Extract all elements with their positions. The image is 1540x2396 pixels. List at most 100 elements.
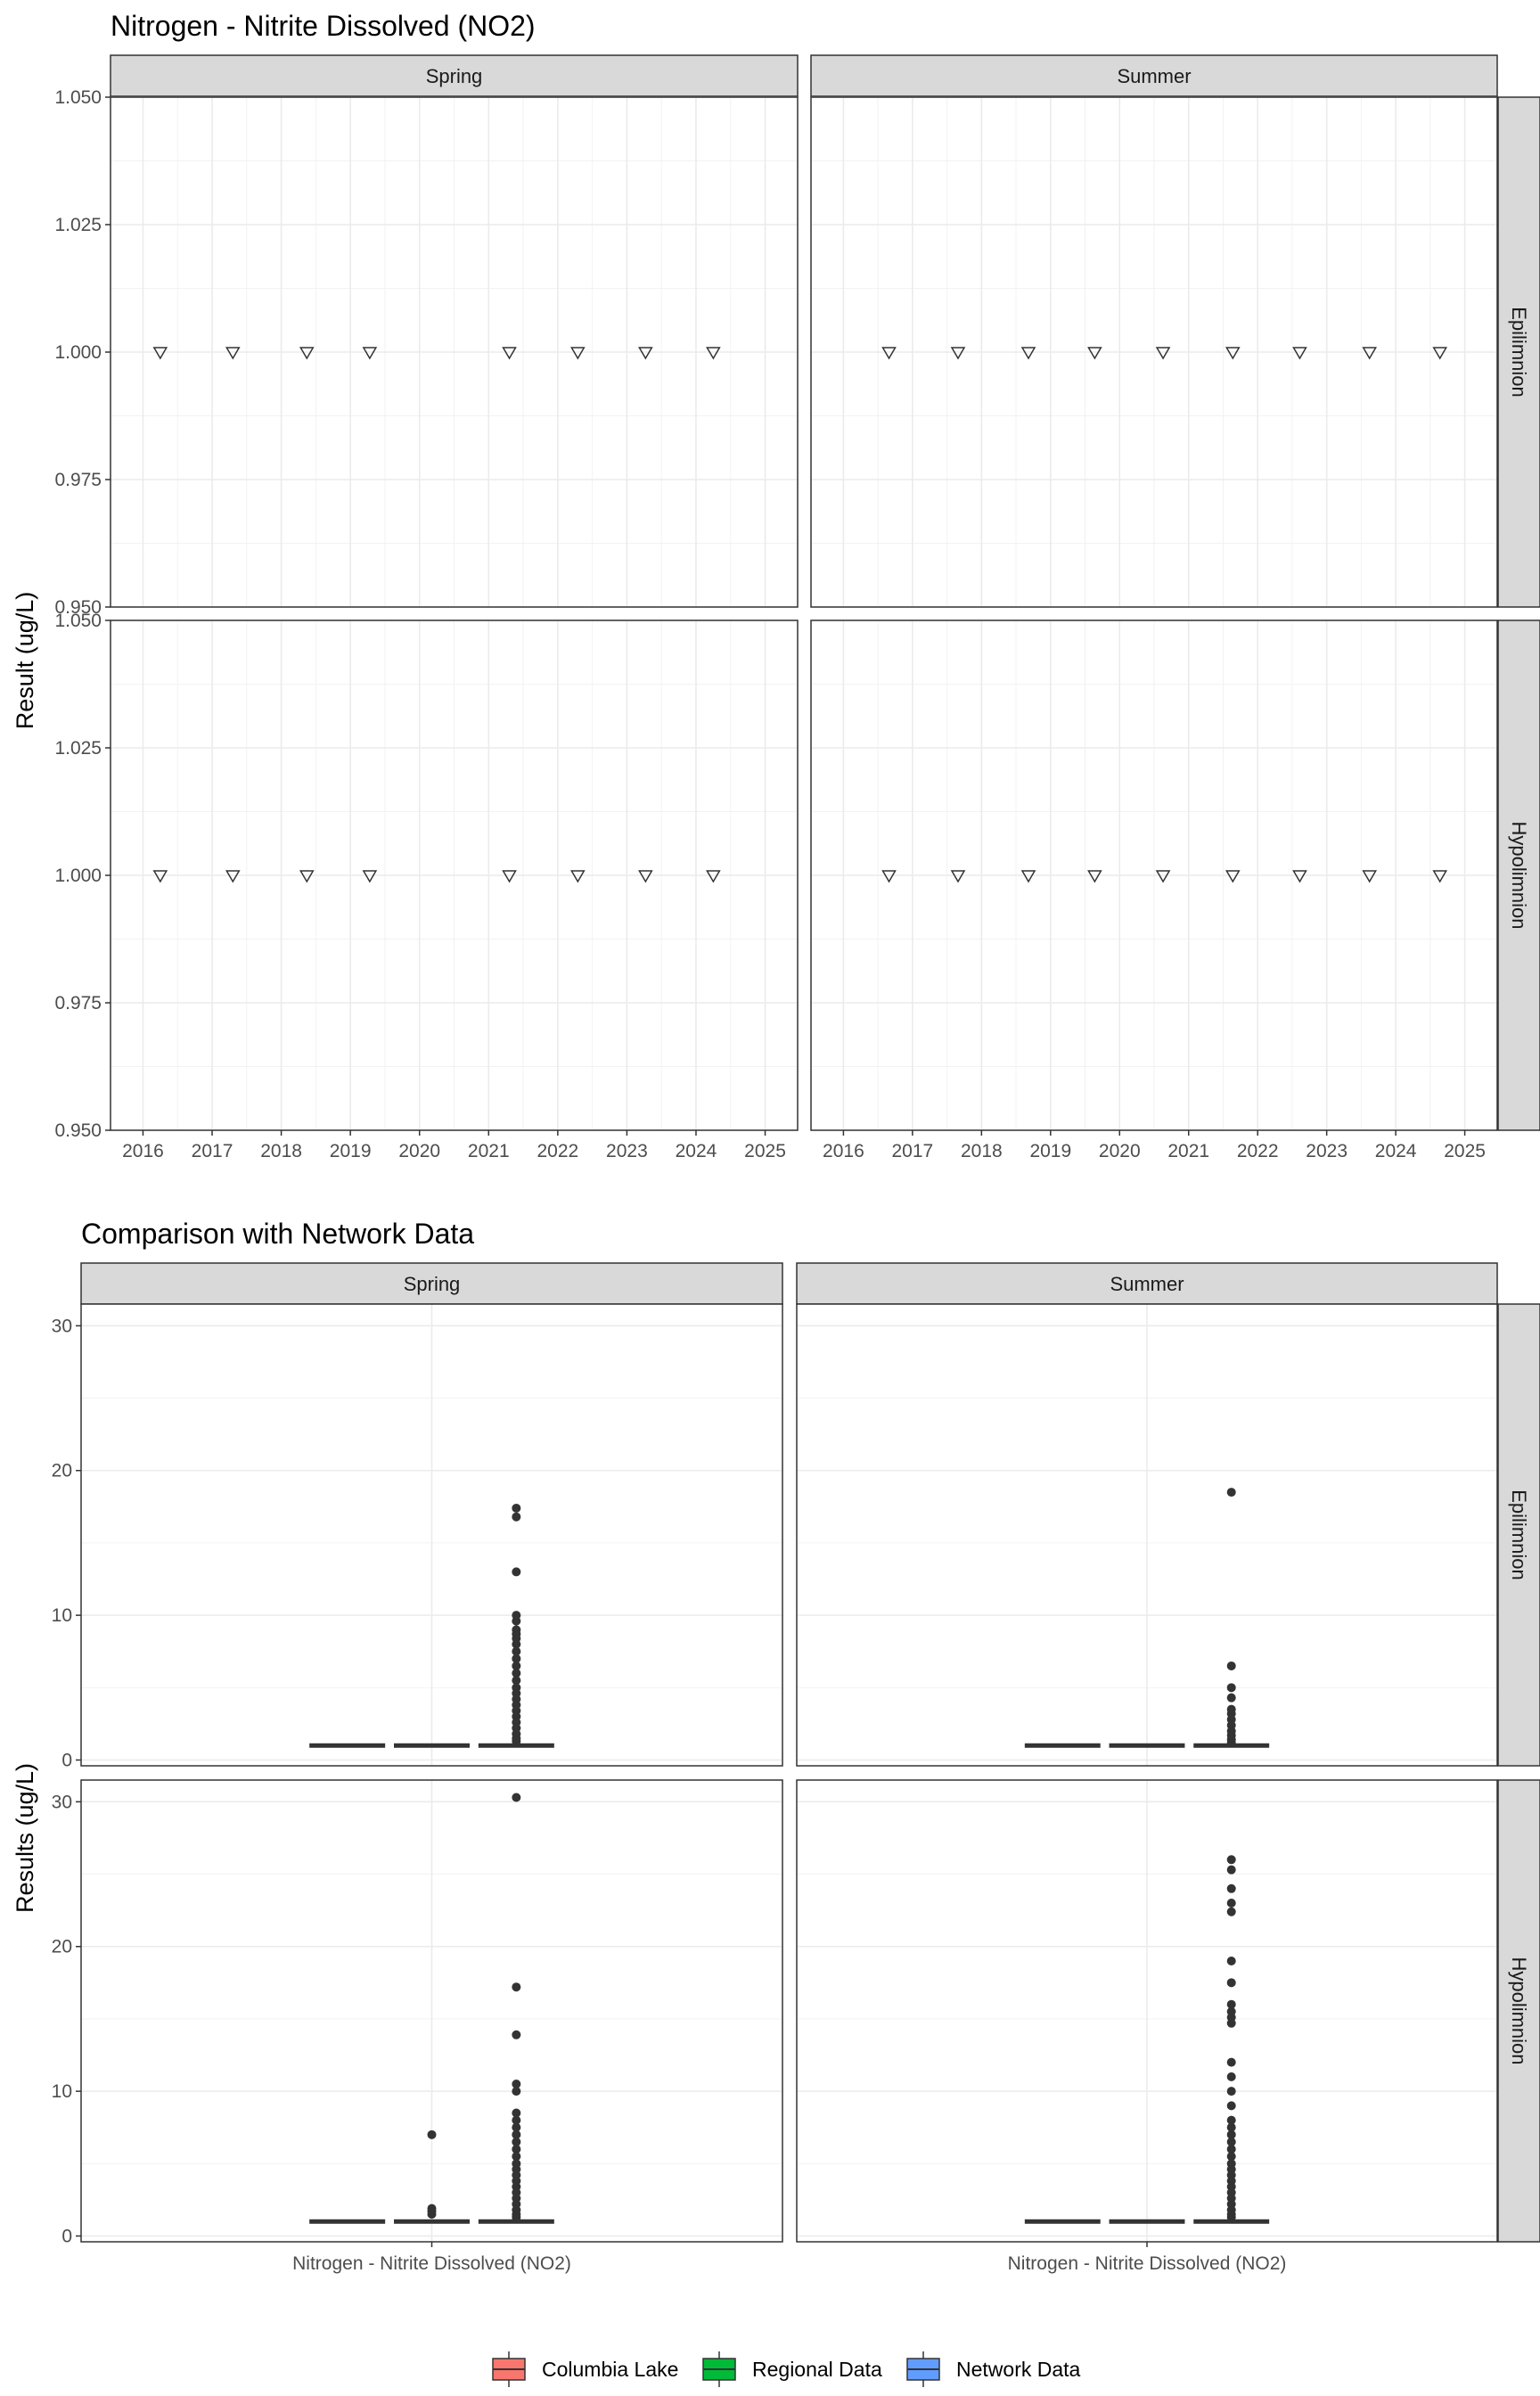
- x-tick-label: 2020: [1099, 1141, 1141, 1161]
- data-point: [225, 347, 241, 360]
- y-tick-label: 20: [52, 1461, 72, 1481]
- x-tick-label: 2024: [1375, 1141, 1417, 1161]
- outlier-point: [512, 2087, 521, 2096]
- outlier-point: [1226, 1883, 1236, 1893]
- data-point: [1020, 347, 1036, 360]
- data-point: [1432, 870, 1448, 883]
- data-point: [706, 347, 721, 360]
- outlier-point: [512, 2122, 521, 2132]
- data-point: [1155, 347, 1171, 360]
- data-point: [362, 347, 378, 360]
- chart1-strip-hypolimnion: [1497, 620, 1540, 1131]
- box-median: [394, 1743, 470, 1748]
- chart1-panel-spring-epilimnion: [110, 96, 799, 608]
- data-point: [881, 347, 897, 360]
- chart2-y-axis-title: Results (ug/L): [12, 1763, 38, 1913]
- outlier-point: [1226, 1899, 1236, 1908]
- x-tick-label: 2023: [606, 1141, 648, 1161]
- y-tick-label: 1.025: [54, 215, 102, 235]
- data-point: [225, 870, 241, 883]
- outlier-point: [512, 1639, 521, 1649]
- panel-border: [810, 96, 1498, 608]
- legend-item-regional-data: Regional Data: [702, 2351, 882, 2387]
- outlier-point: [1226, 1488, 1236, 1498]
- outlier-point: [1226, 1661, 1236, 1670]
- box-regional-data: [394, 1743, 470, 1748]
- outlier-point: [512, 1567, 521, 1577]
- y-tick-label: 30: [52, 1792, 72, 1812]
- outlier-point: [1226, 1978, 1236, 1988]
- panel-border: [796, 1303, 1498, 1767]
- chart2-panel-spring-epilimnion: [80, 1303, 783, 1767]
- x-tick-label: 2017: [192, 1141, 233, 1161]
- outlier-point: [512, 1653, 521, 1663]
- outlier-point: [512, 2108, 521, 2118]
- x-tick-label: 2016: [122, 1141, 164, 1161]
- outlier-point: [1226, 2018, 1236, 2028]
- box-median: [1109, 1743, 1185, 1748]
- outlier-point: [1226, 1683, 1236, 1693]
- outlier-point: [1226, 2087, 1236, 2096]
- chart-network-comparison: Comparison with Network Data Results (ug…: [12, 1218, 1540, 2387]
- y-tick-label: 1.050: [54, 611, 102, 631]
- outlier-point: [512, 1676, 521, 1686]
- outlier-point: [1226, 1855, 1236, 1865]
- chart2-panel-spring-hypolimnion: [80, 1779, 783, 2243]
- data-point: [950, 347, 966, 360]
- chart1-strip-spring: [110, 54, 799, 97]
- chart2-strip-epilimnion: [1497, 1303, 1540, 1767]
- outlier-point: [512, 2115, 521, 2125]
- y-tick-label: 0.950: [54, 1120, 102, 1141]
- chart1-strip-label: Summer: [1117, 65, 1191, 87]
- data-point: [1087, 870, 1102, 883]
- data-point: [706, 870, 721, 883]
- chart2-row-strip-label: Hypolimnion: [1508, 1957, 1530, 2064]
- y-tick-label: 1.050: [54, 87, 102, 108]
- chart2-strip-spring: [80, 1262, 783, 1305]
- box-columbia-lake: [1024, 2219, 1101, 2224]
- x-tick-label: 2021: [1167, 1141, 1209, 1161]
- data-point: [570, 347, 586, 360]
- chart1-row-strip-label: Epilimnion: [1508, 307, 1530, 398]
- y-tick-label: 1.025: [54, 738, 102, 759]
- data-point: [1292, 870, 1307, 883]
- outlier-point: [1226, 2145, 1236, 2154]
- chart2-strip-label: Summer: [1110, 1273, 1184, 1295]
- outlier-point: [512, 1512, 521, 1522]
- y-tick-label: 0.950: [54, 597, 102, 618]
- outlier-point: [1226, 1738, 1236, 1748]
- chart1-row-strip-label: Hypolimnion: [1508, 821, 1530, 929]
- y-tick-label: 1.000: [54, 342, 102, 363]
- box-median: [1109, 2219, 1185, 2224]
- data-point: [362, 870, 378, 883]
- y-tick-label: 30: [52, 1316, 72, 1336]
- chart2-title: Comparison with Network Data: [81, 1218, 474, 1250]
- chart2-strip-summer: [796, 1262, 1498, 1305]
- outlier-point: [1226, 2152, 1236, 2162]
- outlier-point: [1226, 1999, 1236, 2009]
- outlier-point: [1226, 2212, 1236, 2222]
- data-point: [1362, 347, 1377, 360]
- y-tick-label: 10: [52, 2081, 72, 2102]
- outlier-point: [512, 1982, 521, 1992]
- outlier-point: [512, 2152, 521, 2162]
- chart1-strip-summer: [810, 54, 1498, 97]
- outlier-point: [1226, 2115, 1236, 2125]
- box-columbia-lake: [309, 2219, 386, 2224]
- y-tick-label: 0.975: [54, 470, 102, 490]
- chart1-y-axis-title: Result (ug/L): [12, 592, 38, 730]
- chart2-strip-label: Spring: [404, 1273, 461, 1295]
- data-point: [1020, 870, 1036, 883]
- chart1-title: Nitrogen - Nitrite Dissolved (NO2): [111, 10, 536, 42]
- outlier-point: [1226, 2101, 1236, 2111]
- x-tick-label: 2019: [1029, 1141, 1071, 1161]
- x-tick-label: 2025: [1444, 1141, 1486, 1161]
- chart1-strip-epilimnion: [1497, 96, 1540, 608]
- x-tick-label: Nitrogen - Nitrite Dissolved (NO2): [1008, 2253, 1287, 2274]
- outlier-point: [512, 2129, 521, 2139]
- outlier-point: [512, 2080, 521, 2089]
- outlier-point: [512, 2030, 521, 2039]
- chart1-panel-spring-hypolimnion: [110, 620, 799, 1131]
- outlier-point: [427, 2129, 437, 2139]
